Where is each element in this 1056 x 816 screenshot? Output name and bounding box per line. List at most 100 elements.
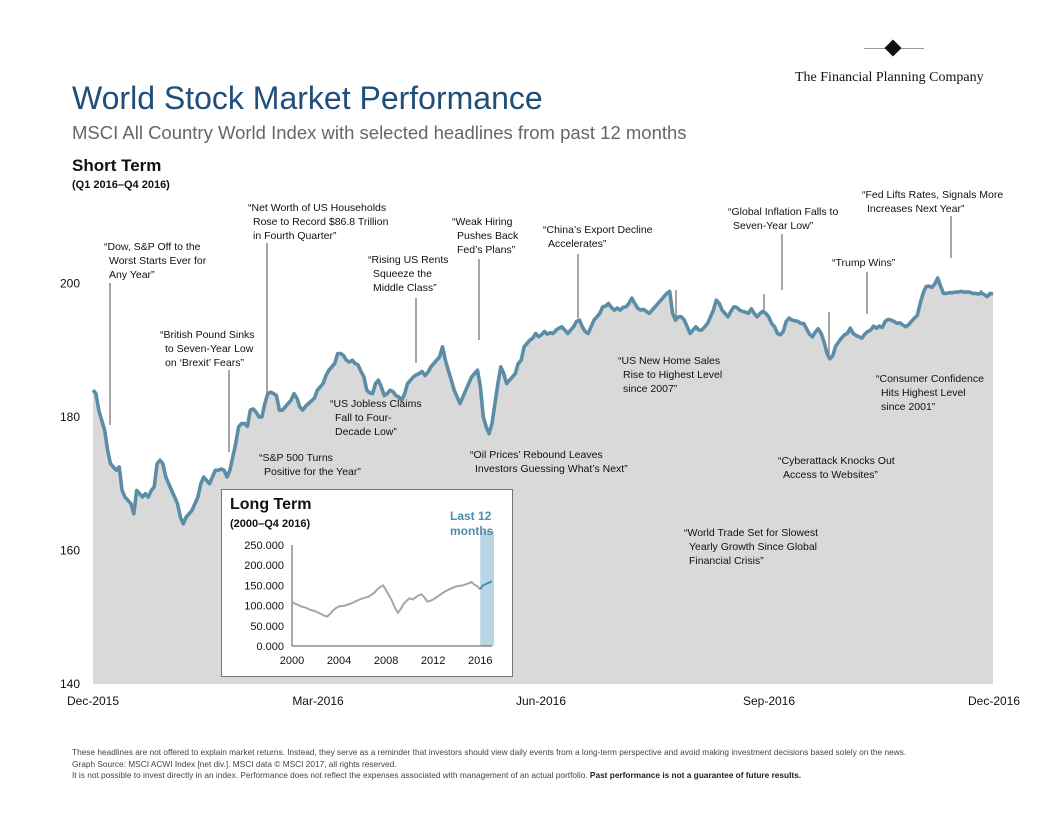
headline-annotation: “Trump Wins” xyxy=(832,256,895,270)
x-tick-label: Mar-2016 xyxy=(292,694,344,708)
headline-line: “Global Inflation Falls to xyxy=(728,206,839,218)
last-12-months-line xyxy=(479,580,493,590)
headline-annotation: “China’s Export Decline Accelerates” xyxy=(543,223,653,251)
headline-line: Middle Class” xyxy=(373,282,437,294)
headline-line: “Cyberattack Knocks Out xyxy=(778,455,895,467)
headline-annotation: “Fed Lifts Rates, Signals More Increases … xyxy=(862,188,1003,216)
headline-line: since 2007” xyxy=(623,383,678,395)
inset-y-tick-label: 100.000 xyxy=(244,601,284,613)
y-tick-label: 200 xyxy=(60,276,80,290)
headline-line: Seven-Year Low” xyxy=(733,220,814,232)
headline-line: since 2001” xyxy=(881,401,936,413)
headline-annotation: “Net Worth of US Households Rose to Recor… xyxy=(248,201,388,243)
headline-line: “British Pound Sinks xyxy=(160,329,255,341)
headline-line: “US Jobless Claims xyxy=(330,398,422,410)
long-term-line xyxy=(291,581,481,618)
headline-line: on ‘Brexit’ Fears” xyxy=(165,357,244,369)
headline-annotation: “Cyberattack Knocks Out Access to Website… xyxy=(778,454,895,482)
headline-annotation: “Consumer Confidence Hits Highest Level si… xyxy=(876,372,984,414)
footer-line-1: These headlines are not offered to expla… xyxy=(72,747,907,757)
headline-line: Pushes Back xyxy=(457,230,519,242)
page-title: World Stock Market Performance xyxy=(72,80,543,116)
footer-line-2: Graph Source: MSCI ACWI Index [net div.]… xyxy=(72,758,397,769)
long-term-title: Long Term xyxy=(230,496,312,513)
headline-line: Investors Guessing What’s Next” xyxy=(475,463,628,475)
headline-annotation: “World Trade Set for Slowest Yearly Growt… xyxy=(684,526,818,568)
headline-line: Worst Starts Ever for xyxy=(109,255,207,267)
headline-line: in Fourth Quarter” xyxy=(253,230,337,242)
headline-line: Fed’s Plans” xyxy=(457,244,516,256)
x-tick-label: Dec-2015 xyxy=(67,694,119,708)
headline-line: “US New Home Sales xyxy=(618,355,721,367)
inset-y-tick-label: 200.000 xyxy=(244,560,284,572)
inset-y-tick-label: 50.000 xyxy=(250,621,284,633)
x-axis: Dec-2015 Mar-2016 Jun-2016 Sep-2016 Dec-2016 xyxy=(67,694,1020,708)
headline-annotation: “British Pound Sinks to Seven-Year Low on … xyxy=(160,328,255,370)
inset-x-tick-label: 2000 xyxy=(280,655,304,667)
headline-annotation: “S&P 500 Turns Positive for the Year” xyxy=(259,451,361,479)
headline-line: Decade Low” xyxy=(335,426,397,438)
long-term-range: (2000–Q4 2016) xyxy=(230,518,311,530)
headline-line: “Consumer Confidence xyxy=(876,373,984,385)
headline-annotation: “US New Home Sales Rise to Highest Level s… xyxy=(618,354,722,396)
headline-line: “Weak Hiring xyxy=(452,216,513,228)
headline-line: Rise to Highest Level xyxy=(623,369,723,381)
headline-annotation: “Oil Prices’ Rebound Leaves Investors Gue… xyxy=(470,448,628,476)
y-axis: 140 160 180 200 xyxy=(60,276,80,691)
company-name: The Financial Planning Company xyxy=(795,70,984,85)
headline-line: Fall to Four- xyxy=(335,412,392,424)
inset-axes: 250.000 200.000 150.000 100.000 50.000 0.000 2… xyxy=(244,540,492,667)
footer-line-3-text: It is not possible to invest directly in… xyxy=(72,770,590,780)
headline-line: “China’s Export Decline xyxy=(543,224,653,236)
headline-line: Increases Next Year” xyxy=(867,203,965,215)
footer-disclaimer: These headlines are not offered to expla… xyxy=(72,747,906,782)
last-12-months-band xyxy=(480,531,494,646)
headline-annotation: “Global Inflation Falls to Seven-Year Low… xyxy=(728,205,838,233)
headline-annotation: “US Jobless Claims Fall to Four- Decade Lo… xyxy=(330,397,422,439)
headline-line: “Oil Prices’ Rebound Leaves xyxy=(470,449,603,461)
headline-line: “S&P 500 Turns xyxy=(259,452,333,464)
headline-line: “Net Worth of US Households xyxy=(248,202,387,214)
headline-line: “Fed Lifts Rates, Signals More xyxy=(862,189,1004,201)
headline-annotation: “Weak Hiring Pushes Back Fed’s Plans” xyxy=(452,215,518,257)
y-tick-label: 180 xyxy=(60,410,80,424)
inset-x-tick-label: 2012 xyxy=(421,655,445,667)
x-tick-label: Dec-2016 xyxy=(968,694,1020,708)
long-term-inset: 250.000 200.000 150.000 100.000 50.000 0.000 2… xyxy=(221,489,513,677)
page-subtitle: MSCI All Country World Index with select… xyxy=(72,122,687,143)
footer-line-3: It is not possible to invest directly in… xyxy=(72,770,906,782)
inset-y-tick-label: 0.000 xyxy=(256,641,284,653)
last-12-months-label-line2: months xyxy=(450,524,494,538)
headline-line: Access to Websites” xyxy=(783,469,878,481)
company-logo: The Financial Planning Company xyxy=(760,38,1020,88)
inset-x-tick-label: 2016 xyxy=(468,655,492,667)
long-term-chart: 250.000 200.000 150.000 100.000 50.000 0.000 2… xyxy=(244,531,494,667)
last-12-months-label-line1: Last 12 xyxy=(450,509,492,523)
short-term-title: Short Term xyxy=(72,156,162,175)
y-tick-label: 140 xyxy=(60,677,80,691)
headline-line: “Rising US Rents xyxy=(368,254,449,266)
inset-y-tick-label: 250.000 xyxy=(244,540,284,552)
short-term-range: (Q1 2016–Q4 2016) xyxy=(72,179,170,191)
headline-line: Squeeze the xyxy=(373,268,432,280)
headline-line: Positive for the Year” xyxy=(264,466,361,478)
headline-line: “Dow, S&P Off to the xyxy=(104,241,201,253)
headline-line: “World Trade Set for Slowest xyxy=(684,527,819,539)
headline-line: “Trump Wins” xyxy=(832,257,896,269)
headline-line: Hits Highest Level xyxy=(881,387,966,399)
diamond-icon xyxy=(864,39,924,58)
inset-x-tick-label: 2004 xyxy=(327,655,351,667)
headline-annotation: “Dow, S&P Off to the Worst Starts Ever fo… xyxy=(104,240,206,282)
inset-y-tick-label: 150.000 xyxy=(244,580,284,592)
inset-x-tick-label: 2008 xyxy=(374,655,398,667)
last-12-months-label: Last 12 months xyxy=(450,509,520,539)
series-line xyxy=(91,276,994,526)
headline-line: Accelerates” xyxy=(548,238,607,250)
headline-line: Yearly Growth Since Global xyxy=(689,541,818,553)
x-tick-label: Jun-2016 xyxy=(516,694,566,708)
headline-line: Any Year” xyxy=(109,269,155,281)
headline-line: Rose to Record $86.8 Trillion xyxy=(253,216,389,228)
x-tick-label: Sep-2016 xyxy=(743,694,795,708)
footer-line-3-bold: Past performance is not a guarantee of f… xyxy=(589,770,802,780)
headline-annotation: “Rising US Rents Squeeze the Middle Class” xyxy=(368,253,449,295)
